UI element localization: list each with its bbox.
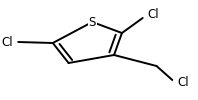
Text: Cl: Cl (177, 76, 189, 90)
Text: Cl: Cl (148, 8, 159, 22)
Text: Cl: Cl (2, 36, 13, 48)
Text: S: S (89, 16, 96, 28)
